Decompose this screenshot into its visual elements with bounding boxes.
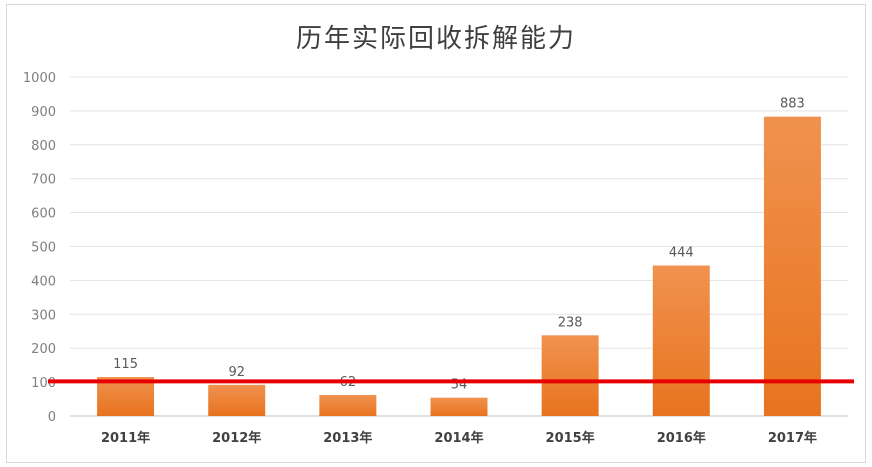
data-label: 444 [669,245,694,260]
y-tick-label: 0 [48,410,56,425]
bar [763,116,821,417]
x-axis-categories: 2011年 2012年 2013年 2014年 2015年 2016年 2017年 [101,430,817,446]
bar [319,394,377,416]
y-tick-label: 200 [31,342,56,357]
y-axis-ticks: 0 100 200 300 400 500 600 700 800 900 1000 [23,71,56,425]
bar [652,265,710,416]
x-category-label: 2012年 [212,430,261,446]
y-tick-label: 900 [31,105,56,120]
bar [430,397,488,416]
gridlines [70,76,848,417]
x-category-label: 2011年 [101,430,150,446]
y-tick-label: 700 [31,173,56,188]
y-tick-label: 400 [31,274,56,289]
x-category-label: 2017年 [768,430,817,446]
bars [97,116,821,417]
data-label: 883 [780,97,805,112]
data-label: 238 [558,315,583,330]
x-category-label: 2013年 [323,430,372,446]
chart-title: 历年实际回收拆解能力 [295,24,576,54]
bar [541,335,599,416]
y-tick-label: 300 [31,308,56,323]
data-label: 92 [228,365,245,380]
y-tick-label: 600 [31,207,56,222]
data-labels: 115926254238444883 [113,97,805,393]
x-category-label: 2015年 [546,430,595,446]
x-category-label: 2014年 [434,430,483,446]
bar [208,384,266,416]
y-tick-label: 1000 [23,71,56,86]
y-tick-label: 100 [31,376,56,391]
bar [97,377,155,416]
y-tick-label: 500 [31,241,56,256]
data-label: 115 [113,357,138,372]
x-category-label: 2016年 [657,430,706,446]
y-tick-label: 800 [31,139,56,154]
